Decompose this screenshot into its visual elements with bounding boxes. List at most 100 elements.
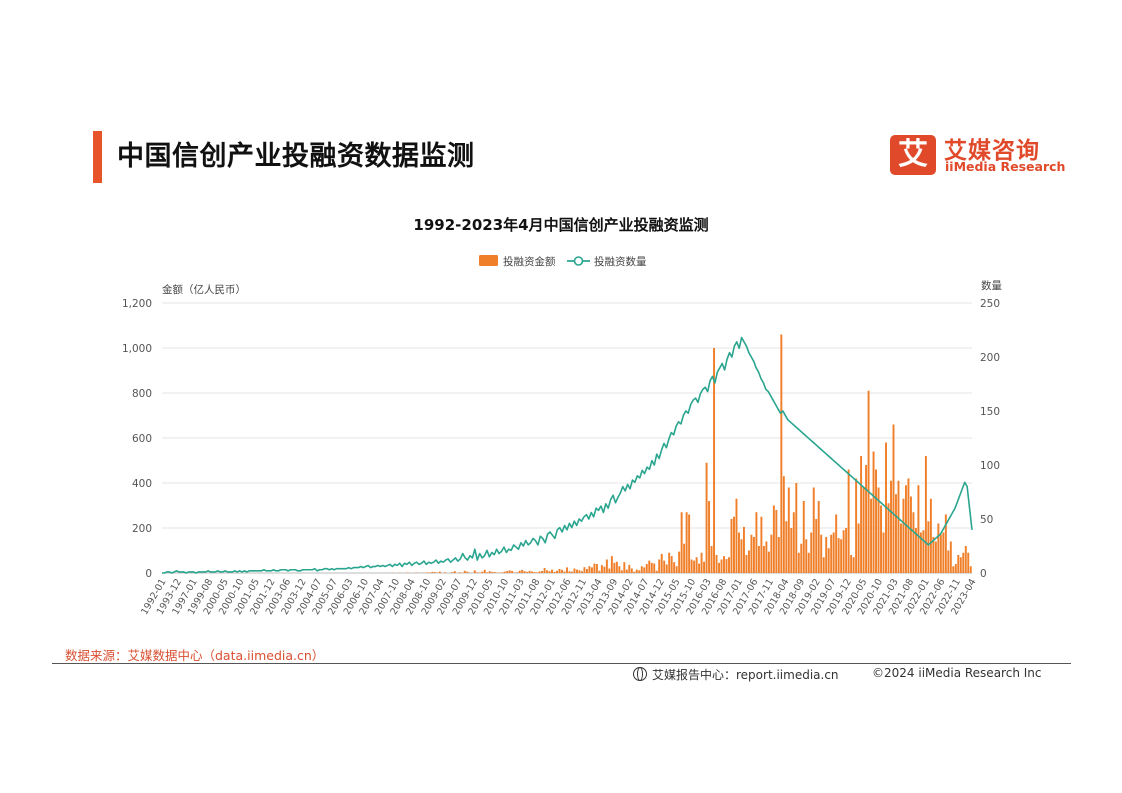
amount-bar xyxy=(578,570,581,573)
amount-bar xyxy=(718,562,720,574)
amount-bar xyxy=(526,571,529,574)
y2-tick-label: 0 xyxy=(980,568,987,580)
amount-bar xyxy=(875,469,878,573)
amount-bar xyxy=(847,469,850,573)
amount-bar xyxy=(483,569,486,573)
y2-tick-label: 50 xyxy=(980,514,993,526)
amount-bar xyxy=(590,567,593,574)
amount-bar xyxy=(563,571,566,573)
amount-bar xyxy=(695,557,698,573)
amount-bar xyxy=(608,568,611,573)
amount-bar xyxy=(857,523,860,573)
amount-bar xyxy=(800,543,803,573)
amount-bar xyxy=(688,514,691,573)
amount-bar xyxy=(678,551,681,574)
y2-tick-label: 200 xyxy=(980,352,1000,364)
title-accent-bar xyxy=(93,131,102,183)
amount-bar xyxy=(887,503,890,573)
amount-bar xyxy=(493,572,496,573)
amount-bar xyxy=(491,571,494,574)
amount-bar xyxy=(738,532,740,573)
brand-logo: 艾 艾媒咨询 iiMedia Research xyxy=(890,135,1065,177)
amount-bar xyxy=(628,564,631,573)
amount-bar xyxy=(937,523,940,573)
amount-bar xyxy=(880,505,882,573)
amount-bar xyxy=(615,561,618,573)
amount-bar xyxy=(735,498,738,573)
amount-bar xyxy=(867,390,870,573)
legend-line-label: 投融资数量 xyxy=(594,255,647,268)
y-tick-label: 0 xyxy=(145,568,152,580)
amount-bar xyxy=(605,559,608,573)
amount-bar xyxy=(897,480,900,573)
amount-bar xyxy=(822,557,825,573)
amount-bar xyxy=(668,552,671,573)
chart-title: 1992-2023年4月中国信创产业投融资监测 xyxy=(413,216,709,234)
amount-bar xyxy=(855,478,858,573)
amount-bar xyxy=(812,487,815,573)
amount-bar xyxy=(598,570,601,573)
amount-bar xyxy=(431,571,434,574)
amount-bar xyxy=(655,570,658,573)
count-line xyxy=(162,336,973,574)
globe-icon xyxy=(633,667,647,681)
amount-bar xyxy=(693,560,696,574)
amount-bar xyxy=(750,534,753,573)
amount-bar xyxy=(551,569,554,574)
amount-bar xyxy=(531,571,534,573)
footer-report-link[interactable]: 艾媒报告中心：report.iimedia.cn xyxy=(633,666,839,683)
amount-bar xyxy=(842,530,845,573)
amount-bar xyxy=(653,563,656,573)
amount-bar xyxy=(752,537,755,573)
amount-bar xyxy=(895,494,897,573)
amount-bar xyxy=(685,512,688,573)
amount-bar xyxy=(633,571,636,573)
amount-bar xyxy=(924,456,927,573)
amount-bar xyxy=(730,519,733,573)
amount-bar xyxy=(805,539,808,573)
amount-bar xyxy=(954,564,957,573)
amount-bar xyxy=(665,564,668,573)
amount-bar xyxy=(922,530,925,573)
amount-bar xyxy=(705,462,708,573)
amount-bar xyxy=(862,487,865,573)
amount-bar xyxy=(837,538,840,574)
amount-bar xyxy=(772,505,775,573)
amount-bar xyxy=(561,569,563,573)
amount-bar xyxy=(944,514,947,573)
amount-bar xyxy=(967,552,970,573)
amount-bar xyxy=(610,556,613,574)
amount-bar xyxy=(623,562,626,573)
amount-bar xyxy=(453,571,456,573)
amount-bar xyxy=(840,539,843,573)
amount-bar xyxy=(573,568,576,573)
amount-bar xyxy=(947,550,950,573)
amount-bar xyxy=(900,523,902,573)
amount-bar xyxy=(670,556,673,574)
amount-bar xyxy=(767,551,770,574)
amount-bar xyxy=(825,537,828,573)
footer-divider xyxy=(52,663,1071,664)
amount-bar xyxy=(663,560,666,574)
amount-bar xyxy=(802,501,805,573)
amount-bar xyxy=(451,572,454,573)
amount-bar xyxy=(907,478,910,573)
amount-bar xyxy=(810,532,813,573)
amount-bar xyxy=(755,512,758,573)
amount-bar xyxy=(715,555,718,573)
amount-bar xyxy=(543,568,546,573)
footer-copyright: ©2024 iiMedia Research Inc xyxy=(872,666,1042,680)
amount-bar xyxy=(962,552,965,573)
amount-bar xyxy=(548,571,551,573)
amount-bar xyxy=(566,567,568,574)
amount-bar xyxy=(600,565,603,574)
amount-bar xyxy=(882,532,885,573)
amount-bar xyxy=(645,564,648,573)
amount-bar xyxy=(710,546,713,573)
amount-bar xyxy=(723,556,725,574)
amount-bar xyxy=(523,571,526,573)
amount-bar xyxy=(698,563,701,573)
amount-bar xyxy=(827,548,830,573)
amount-bar xyxy=(852,557,855,573)
amount-bar xyxy=(486,572,489,573)
